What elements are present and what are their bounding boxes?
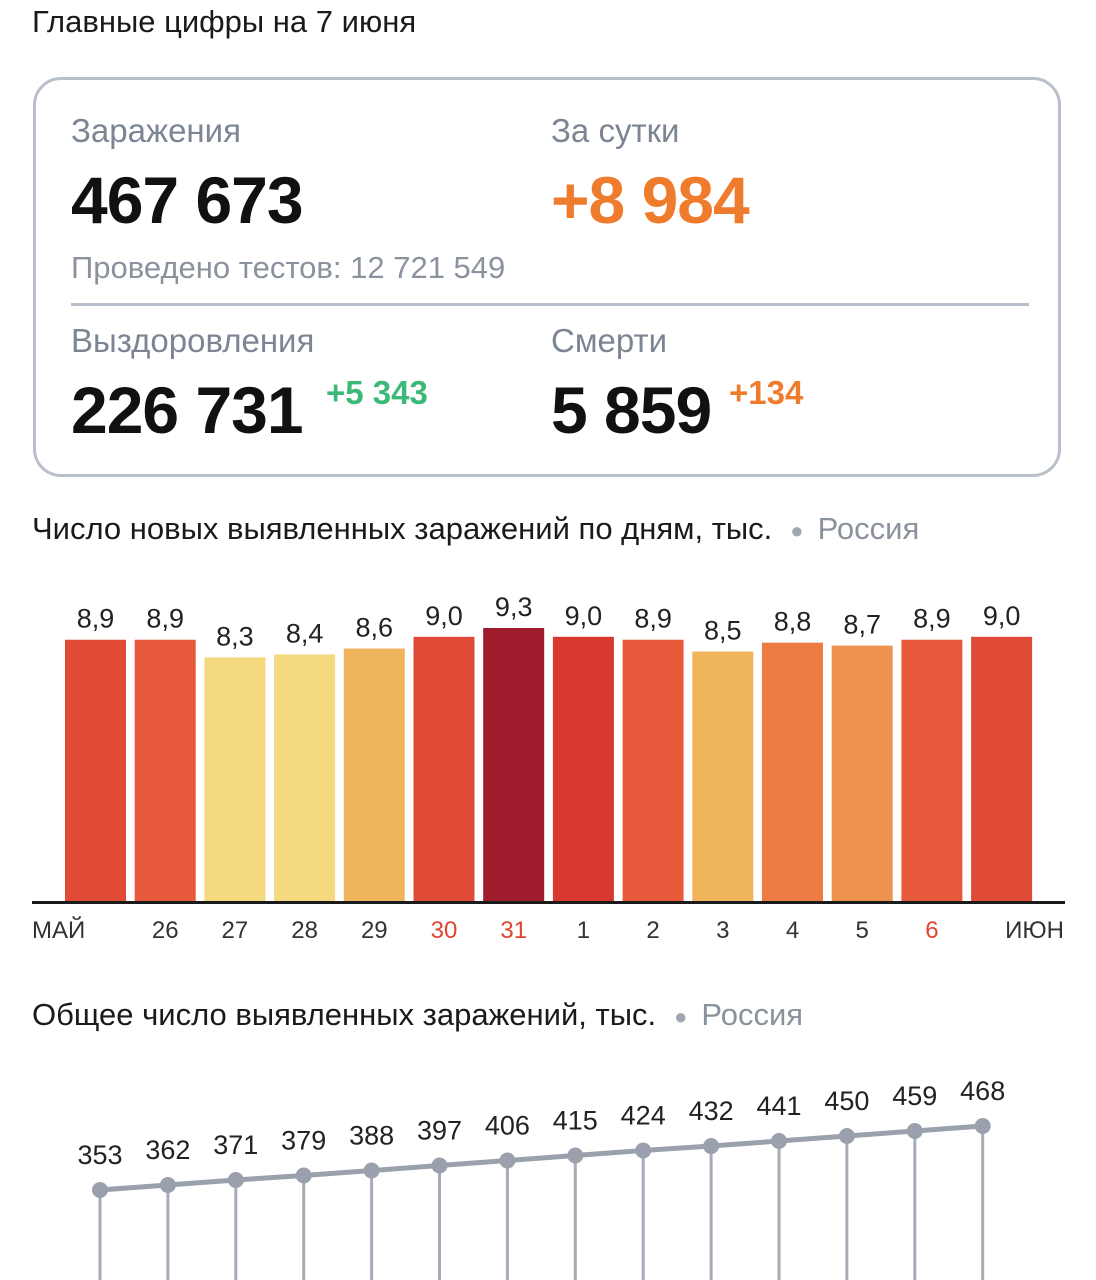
bar-value-label: 9,0 <box>983 601 1021 631</box>
deaths-value: 5 859 <box>551 373 712 447</box>
line-point[interactable] <box>499 1152 516 1169</box>
summary-divider <box>71 303 1029 306</box>
daily-chart-title: Число новых выявленных заражений по дням… <box>32 511 773 546</box>
line-point[interactable] <box>159 1176 176 1193</box>
bar-25[interactable] <box>65 639 126 901</box>
bar-5[interactable] <box>831 645 893 901</box>
x-tick-label: 1 <box>577 917 590 944</box>
page-heading: Главные цифры на 7 июня <box>32 4 417 39</box>
x-tick-label: 27 <box>222 917 249 944</box>
line-point[interactable] <box>771 1133 787 1150</box>
deaths-label: Смерти <box>551 322 668 359</box>
x-tick-label: 31 <box>500 917 527 944</box>
infections-label: Заражения <box>71 112 241 149</box>
line-point[interactable] <box>635 1142 652 1159</box>
bar-value-label: 8,8 <box>774 607 812 637</box>
bar-value-label: 8,7 <box>843 610 881 640</box>
bar-29[interactable] <box>343 648 405 901</box>
bar-31[interactable] <box>483 628 545 901</box>
x-tick-label: 5 <box>856 917 869 944</box>
line-value-label: 388 <box>349 1121 394 1151</box>
bar-28[interactable] <box>274 654 336 901</box>
line-value-label: 450 <box>824 1086 869 1116</box>
line-point[interactable] <box>974 1118 991 1134</box>
bar-4[interactable] <box>762 642 823 901</box>
bar-value-label: 8,9 <box>77 604 115 634</box>
line-point[interactable] <box>295 1167 312 1184</box>
line-point[interactable] <box>567 1147 584 1164</box>
line-point[interactable] <box>703 1138 720 1155</box>
x-edge-label-end: ИЮН <box>1005 917 1064 944</box>
recoveries-value: 226 731 <box>71 373 304 447</box>
line-point[interactable] <box>227 1171 244 1188</box>
daily-chart-title-row: Число новых выявленных заражений по дням… <box>32 511 919 547</box>
bar-6[interactable] <box>901 639 963 901</box>
line-value-label: 353 <box>77 1140 122 1170</box>
line-value-label: 432 <box>689 1096 734 1126</box>
bar-value-label: 9,0 <box>565 601 603 631</box>
total-line-chart: 353 362 371 379 388 397 406 415 424 432 441 450 459 4… <box>77 1076 1005 1280</box>
x-tick-label: 6 <box>925 917 938 944</box>
line-value-label: 371 <box>213 1130 258 1160</box>
line-point[interactable] <box>363 1162 380 1179</box>
x-tick-label: 26 <box>152 917 179 944</box>
bar-value-label: 8,5 <box>704 615 742 645</box>
line-value-label: 379 <box>281 1126 326 1156</box>
bar-value-label: 8,9 <box>913 604 951 634</box>
line-value-label: 424 <box>621 1100 666 1130</box>
total-chart-title-row: Общее число выявленных заражений, тыс. ● Р… <box>32 997 803 1033</box>
recoveries-delta: +5 343 <box>326 374 428 411</box>
line-value-label: 468 <box>960 1076 1005 1106</box>
line-point[interactable] <box>431 1157 448 1174</box>
total-line-series <box>99 1123 983 1193</box>
recoveries-label: Выздоровления <box>71 322 315 359</box>
line-value-label: 397 <box>417 1116 462 1146</box>
line-point[interactable] <box>838 1128 855 1145</box>
bar-value-label: 8,4 <box>286 618 324 648</box>
separator-dot-icon: ● <box>674 1003 688 1029</box>
x-axis-baseline <box>32 901 1065 904</box>
summary-card: Заражения 467 673 За сутки +8 984 Провед… <box>33 77 1061 477</box>
infections-value: 467 673 <box>71 163 304 237</box>
line-value-label: 415 <box>553 1105 598 1135</box>
bar-1[interactable] <box>552 636 614 901</box>
x-tick-label: 30 <box>431 917 458 944</box>
total-chart-title: Общее число выявленных заражений, тыс. <box>32 997 657 1032</box>
line-point[interactable] <box>906 1123 923 1140</box>
bar-value-label: 8,9 <box>146 604 184 634</box>
bar-2[interactable] <box>622 639 684 901</box>
x-edge-label-start: МАЙ <box>32 916 85 944</box>
bar-30[interactable] <box>413 636 475 901</box>
x-tick-label: 4 <box>786 917 799 944</box>
x-tick-label: 2 <box>646 917 659 944</box>
bar-26[interactable] <box>134 639 196 901</box>
daily-label: За сутки <box>551 112 680 149</box>
line-value-label: 362 <box>145 1135 190 1165</box>
bar-value-label: 9,3 <box>495 592 533 622</box>
line-point[interactable] <box>92 1182 108 1198</box>
bar-value-label: 8,9 <box>634 604 672 634</box>
line-value-label: 406 <box>485 1111 530 1141</box>
bar-27[interactable] <box>204 657 266 901</box>
x-tick-label: 28 <box>291 917 318 944</box>
total-chart-region[interactable]: Россия <box>701 997 804 1032</box>
bar-value-label: 9,0 <box>425 601 463 631</box>
bar-value-label: 8,3 <box>216 621 254 651</box>
line-value-label: 441 <box>756 1091 801 1121</box>
x-tick-label: 3 <box>716 917 729 944</box>
daily-value: +8 984 <box>551 163 750 237</box>
separator-dot-icon: ● <box>790 517 804 543</box>
daily-chart-region[interactable]: Россия <box>817 511 920 546</box>
x-tick-label: 29 <box>361 917 388 944</box>
bar-3[interactable] <box>692 651 754 901</box>
bar-value-label: 8,6 <box>356 613 394 643</box>
tests-count: Проведено тестов: 12 721 549 <box>71 250 506 285</box>
line-value-label: 459 <box>892 1081 937 1111</box>
bar-7[interactable] <box>971 636 1033 901</box>
deaths-delta: +134 <box>729 374 804 411</box>
daily-bar-chart: 8,9 8,9 8,3 8,4 8,6 9,0 9,3 9,0 8,9 8,5 8,8 8,7 8,9 9… <box>32 592 1065 944</box>
